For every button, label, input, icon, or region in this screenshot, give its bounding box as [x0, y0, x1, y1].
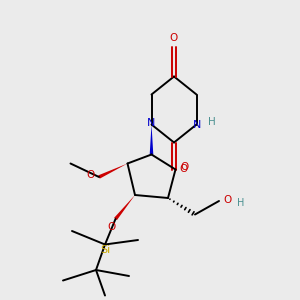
- Text: H: H: [208, 117, 215, 127]
- Text: O: O: [223, 195, 232, 206]
- Text: O: O: [86, 170, 95, 181]
- Text: Si: Si: [100, 245, 111, 255]
- Polygon shape: [98, 164, 128, 178]
- Text: N: N: [147, 118, 155, 128]
- Text: O: O: [108, 222, 116, 233]
- Text: O: O: [180, 162, 189, 172]
- Text: O: O: [170, 33, 178, 43]
- Polygon shape: [150, 124, 153, 154]
- Text: N: N: [193, 119, 201, 130]
- Text: H: H: [237, 197, 244, 208]
- Text: O: O: [179, 164, 187, 175]
- Polygon shape: [114, 195, 135, 220]
